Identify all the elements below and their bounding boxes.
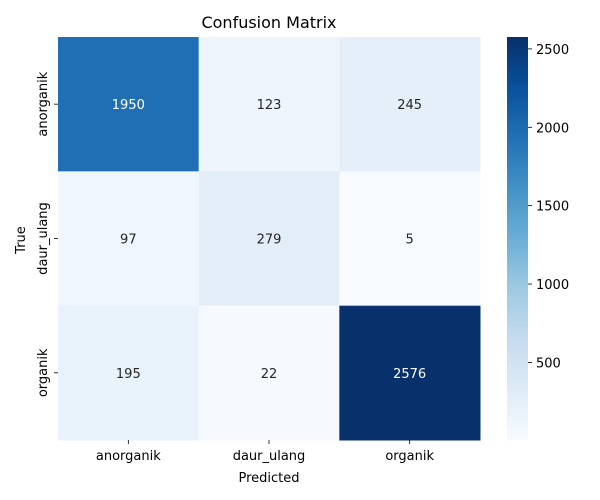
x-axis-label: Predicted bbox=[238, 471, 299, 486]
cell-value-r0-c2: 245 bbox=[397, 98, 422, 113]
cell-value-r0-c1: 123 bbox=[257, 98, 282, 113]
y-tick-label-0: anorganik bbox=[36, 71, 51, 136]
heatmap-cell-r2-c1 bbox=[198, 305, 340, 441]
colorbar-tick-label-2: 1500 bbox=[536, 200, 569, 215]
heatmap-cell-r1-c1 bbox=[198, 171, 340, 307]
x-tick-label-0: anorganik bbox=[96, 449, 161, 464]
y-axis-label: True bbox=[14, 226, 29, 255]
x-tick-label-2: organik bbox=[385, 449, 434, 464]
colorbar-tick-label-1: 1000 bbox=[536, 278, 569, 293]
heatmap-cell-r1-c0 bbox=[58, 171, 200, 307]
x-tick-label-1: daur_ulang bbox=[233, 449, 306, 464]
cell-value-r2-c0: 195 bbox=[116, 367, 141, 382]
y-tick-label-1: daur_ulang bbox=[36, 202, 51, 275]
heatmap-cell-r0-c1 bbox=[198, 37, 340, 172]
colorbar-tick-label-3: 2000 bbox=[536, 121, 569, 136]
cell-value-r0-c0: 1950 bbox=[112, 98, 145, 113]
cell-value-r2-c2: 2576 bbox=[393, 367, 426, 382]
heatmap-cell-r1-c2 bbox=[339, 171, 481, 307]
x-axis-ticks: anorganik daur_ulang organik bbox=[96, 440, 434, 464]
chart-title: Confusion Matrix bbox=[201, 13, 336, 32]
cell-value-r2-c1: 22 bbox=[261, 367, 278, 382]
heatmap-cell-r0-c0 bbox=[58, 37, 200, 172]
colorbar bbox=[507, 37, 528, 440]
cell-value-r1-c0: 97 bbox=[120, 233, 137, 248]
cell-value-r1-c2: 5 bbox=[406, 233, 414, 248]
colorbar-tick-label-4: 2500 bbox=[536, 43, 569, 58]
heatmap-cell-r2-c0 bbox=[58, 305, 200, 441]
colorbar-tick-label-0: 500 bbox=[536, 356, 561, 371]
cell-value-r1-c1: 279 bbox=[257, 233, 282, 248]
heatmap-cell-labels: 1950 123 245 97 279 5 195 22 2576 bbox=[112, 98, 426, 382]
y-tick-label-2: organik bbox=[36, 348, 51, 397]
heatmap-cell-r2-c2 bbox=[339, 305, 481, 441]
colorbar-ticks: 500 1000 1500 2000 2500 bbox=[528, 43, 569, 371]
heatmap-cells bbox=[58, 37, 481, 441]
heatmap-cell-r0-c2 bbox=[339, 37, 481, 172]
